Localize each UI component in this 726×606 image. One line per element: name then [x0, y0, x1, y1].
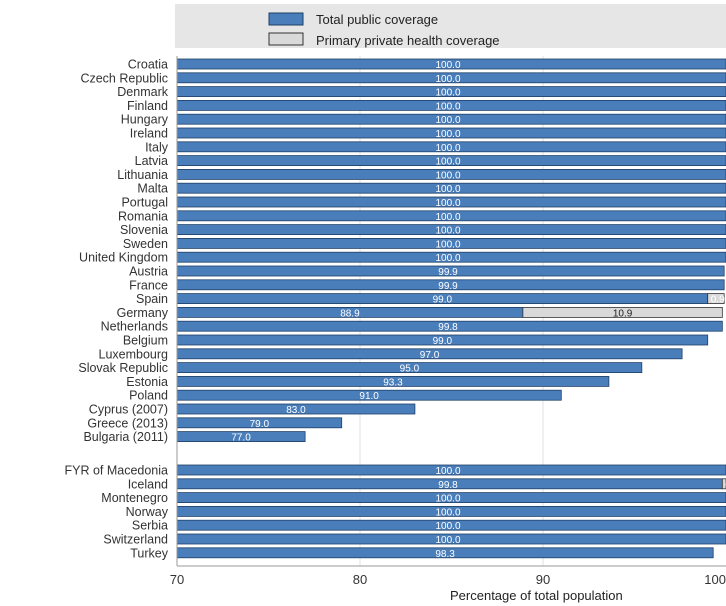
value-label-public: 100.0 — [435, 239, 460, 250]
category-label: Spain — [136, 292, 168, 306]
value-label-public: 100.0 — [435, 143, 460, 154]
category-label: Finland — [127, 99, 168, 113]
x-tick-label: 100 — [704, 572, 726, 587]
category-label: Cyprus (2007) — [89, 403, 168, 417]
category-label: Latvia — [135, 154, 168, 168]
value-label-public: 100.0 — [435, 115, 460, 126]
value-label-public: 100.0 — [435, 226, 460, 237]
value-label-public: 99.8 — [438, 480, 458, 491]
value-label-public: 100.0 — [435, 184, 460, 195]
category-label: Malta — [137, 182, 168, 196]
category-label: Ireland — [130, 127, 168, 141]
category-label: Belgium — [123, 334, 168, 348]
category-label: Denmark — [117, 85, 168, 99]
value-label-public: 100.0 — [435, 88, 460, 99]
category-label: Hungary — [121, 113, 169, 127]
x-tick-label: 80 — [353, 572, 367, 587]
category-label: Netherlands — [101, 320, 168, 334]
value-label-public: 88.9 — [340, 308, 360, 319]
value-label-public: 100.0 — [435, 212, 460, 223]
category-label: Romania — [118, 209, 168, 223]
value-label-private: 0.9 — [711, 295, 725, 306]
x-tick-label: 90 — [536, 572, 550, 587]
category-label: Luxembourg — [99, 347, 169, 361]
category-label: Slovak Republic — [78, 361, 168, 375]
category-label: Estonia — [126, 375, 168, 389]
category-label: Greece (2013) — [87, 416, 168, 430]
value-label-public: 95.0 — [400, 364, 420, 375]
x-axis-title: Percentage of total population — [450, 588, 623, 603]
category-label: Sweden — [123, 237, 168, 251]
value-label-public: 93.3 — [383, 377, 403, 388]
category-label: Poland — [129, 389, 168, 403]
category-label: Turkey — [130, 546, 168, 560]
legend-label-private: Primary private health coverage — [316, 33, 500, 48]
value-label-public: 97.0 — [420, 350, 440, 361]
value-label-public: 100.0 — [435, 170, 460, 181]
value-label-public: 79.0 — [250, 419, 270, 430]
bar-private — [522, 306, 723, 318]
value-label-public: 99.9 — [438, 281, 458, 292]
category-label: FYR of Macedonia — [64, 464, 168, 478]
category-label: United Kingdom — [79, 251, 168, 265]
value-label-public: 100.0 — [435, 521, 460, 532]
bar-private — [721, 478, 726, 490]
value-label-public: 91.0 — [359, 391, 379, 402]
plot-area: Croatia 100.0 Czech Republic 100.0 Denmark 10… — [64, 56, 726, 587]
value-label-public: 100.0 — [435, 157, 460, 168]
value-label-public: 100.0 — [435, 74, 460, 85]
legend-box — [175, 4, 726, 48]
legend-label-public: Total public coverage — [316, 12, 438, 27]
value-label-public: 98.3 — [435, 549, 455, 560]
value-label-public: 100.0 — [435, 253, 460, 264]
value-label-private: 10.9 — [613, 308, 633, 319]
category-label: Portugal — [121, 196, 168, 210]
category-label: Czech Republic — [80, 71, 168, 85]
value-label-public: 99.9 — [438, 267, 458, 278]
value-label-public: 100.0 — [435, 507, 460, 518]
value-label-public: 100.0 — [435, 535, 460, 546]
category-label: Norway — [126, 505, 169, 519]
legend-swatch-public — [268, 12, 304, 26]
category-label: Lithuania — [117, 168, 168, 182]
bar-private — [707, 293, 725, 305]
value-label-public: 99.0 — [433, 336, 453, 347]
value-label-public: 99.8 — [438, 322, 458, 333]
category-label: France — [129, 278, 168, 292]
category-label: Switzerland — [103, 533, 168, 547]
category-label: Germany — [117, 306, 169, 320]
category-label: Iceland — [128, 477, 168, 491]
value-label-public: 100.0 — [435, 198, 460, 209]
value-label-public: 77.0 — [231, 433, 251, 444]
value-label-public: 83.0 — [286, 405, 306, 416]
value-label-public: 100.0 — [435, 466, 460, 477]
category-label: Italy — [145, 140, 169, 154]
category-label: Montenegro — [101, 491, 168, 505]
value-label-public: 100.0 — [435, 60, 460, 71]
legend-swatch-private — [268, 32, 304, 46]
category-label: Austria — [129, 265, 168, 279]
value-label-public: 100.0 — [435, 101, 460, 112]
x-tick-label: 70 — [170, 572, 184, 587]
value-label-public: 100.0 — [435, 129, 460, 140]
category-label: Serbia — [132, 519, 168, 533]
value-label-public: 99.0 — [433, 295, 453, 306]
category-label: Croatia — [128, 58, 168, 72]
value-label-public: 100.0 — [435, 494, 460, 505]
category-label: Bulgaria (2011) — [83, 430, 168, 444]
category-label: Slovenia — [120, 223, 168, 237]
